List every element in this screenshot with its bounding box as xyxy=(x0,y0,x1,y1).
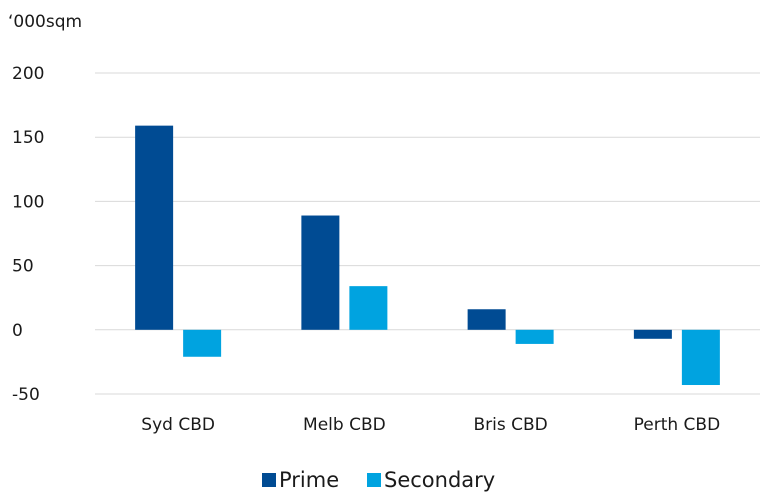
x-tick-label: Perth CBD xyxy=(634,415,721,435)
y-tick-label: 200 xyxy=(12,64,44,84)
x-tick-labels: Syd CBD Melb CBD Bris CBD Perth CBD xyxy=(141,415,720,435)
y-tick-label: 100 xyxy=(12,192,44,212)
bar-prime-bris-cbd xyxy=(467,309,506,330)
y-axis-unit-label: ‘000sqm xyxy=(8,12,82,32)
bar-prime-perth-cbd xyxy=(633,329,672,339)
x-tick-label: Bris CBD xyxy=(473,415,547,435)
bars xyxy=(135,125,720,386)
legend-label-prime: Prime xyxy=(279,468,339,492)
bar-secondary-bris-cbd xyxy=(515,329,554,344)
bar-prime-syd-cbd xyxy=(135,125,174,330)
x-tick-label: Melb CBD xyxy=(303,415,386,435)
legend-swatch-secondary xyxy=(367,473,381,487)
y-tick-label: 150 xyxy=(12,128,44,148)
bar-secondary-syd-cbd xyxy=(183,329,222,357)
bar-secondary-melb-cbd xyxy=(349,286,388,330)
bar-secondary-perth-cbd xyxy=(681,329,720,386)
legend-label-secondary: Secondary xyxy=(384,468,495,492)
y-tick-label: 50 xyxy=(12,257,34,277)
legend-swatch-prime xyxy=(262,473,276,487)
bar-prime-melb-cbd xyxy=(301,215,340,330)
x-tick-label: Syd CBD xyxy=(141,415,215,435)
legend: Prime Secondary xyxy=(262,468,495,492)
y-tick-labels: 200 150 100 50 0 -50 xyxy=(12,64,44,405)
y-tick-label: -50 xyxy=(12,385,40,405)
y-tick-label: 0 xyxy=(12,321,23,341)
